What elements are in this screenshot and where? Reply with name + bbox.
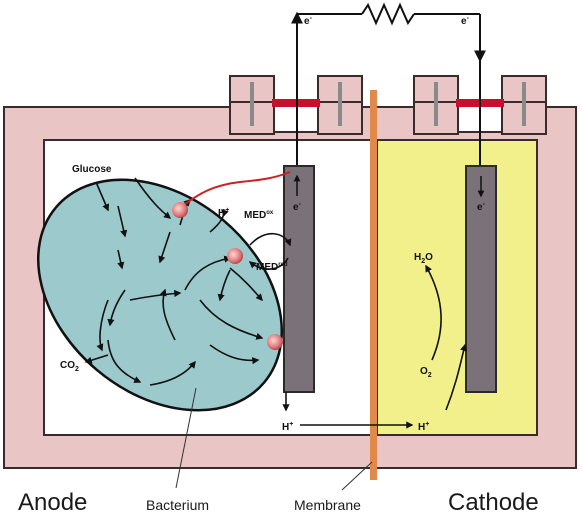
co2-label: CO2 [60,360,79,373]
membrane-label: Membrane [294,497,361,513]
proton-label-mediator: H+ [218,207,229,219]
cathode-proton-arrow [445,343,468,411]
anode-terminal [229,75,363,135]
proton-label-anode: H+ [282,421,293,433]
external-circuit [291,2,486,168]
metabolic-pathway-arrows [95,177,264,386]
oxygen-reduction-arrow [425,264,442,361]
membrane [370,90,377,480]
proton-label-cathode: H+ [418,421,429,433]
redox-site-middle [227,248,243,264]
oxygen-label: O2 [420,366,432,379]
resistor-icon [361,2,415,26]
redox-site-bottom [267,334,283,350]
anode-electrode [283,165,315,393]
mediator-cycle-arrows [209,208,292,270]
glucose-label: Glucose [72,164,112,175]
bacterium-leader-line [175,387,197,489]
wire-electron-left: e- [304,15,313,27]
mediator-oxidized-label: MEDox [244,210,274,221]
cathode-terminal [413,75,547,135]
co2-arrow [84,354,109,364]
membrane-leader-line [341,461,373,491]
mediator-wire [179,171,291,209]
cathode-compartment [376,139,538,436]
wire-electron-right: e- [461,15,470,27]
anode-label: Anode [18,489,87,516]
mediator-reduced-label: MEDred [256,262,288,273]
water-label: H2O [414,252,433,265]
cathode-electrode [465,165,497,393]
anode-electron-label: e- [293,201,302,213]
bacterium-label: Bacterium [146,497,209,513]
cathode-label: Cathode [448,489,539,516]
redox-site-top [172,202,188,218]
cathode-electron-label: e- [477,201,486,213]
